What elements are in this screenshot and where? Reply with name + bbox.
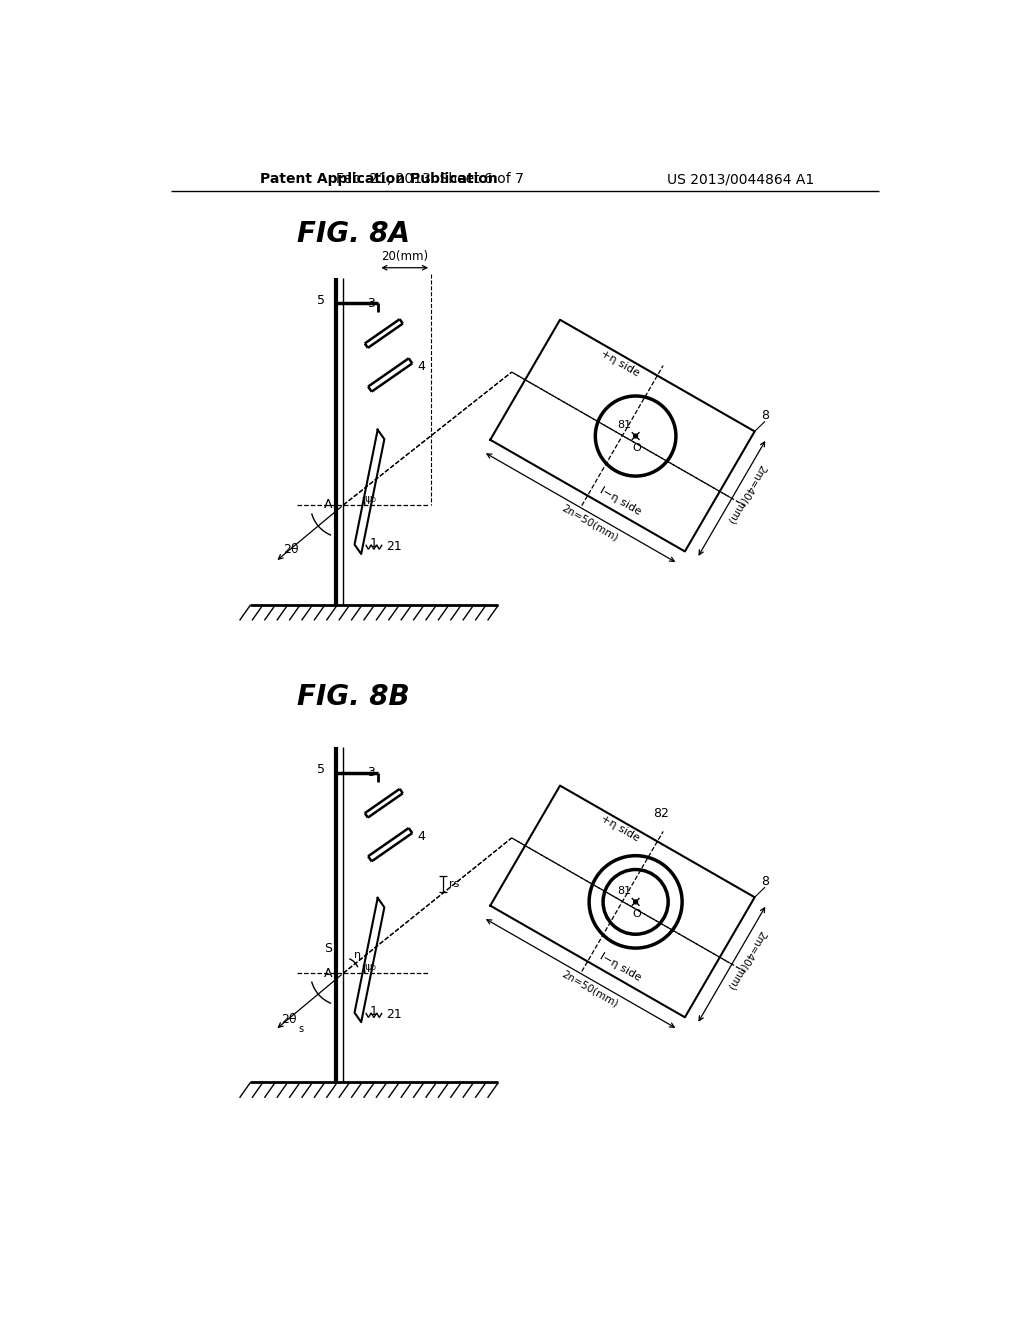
Text: 1: 1 [370,1005,378,1018]
Text: 81: 81 [617,886,632,896]
Text: 1: 1 [370,537,378,550]
Text: rs: rs [449,879,459,888]
Text: 81: 81 [617,420,632,430]
Text: ψ₀: ψ₀ [365,494,377,504]
Circle shape [634,900,638,904]
Text: 21: 21 [386,540,401,553]
Text: s: s [298,1024,303,1034]
Text: 2θ: 2θ [283,543,299,556]
Text: 21: 21 [386,1008,401,1020]
Text: +η side: +η side [599,814,641,843]
Text: FIG. 8B: FIG. 8B [297,684,410,711]
Text: 2n=50(mm): 2n=50(mm) [560,969,620,1008]
Text: Feb. 21, 2013  Sheet 6 of 7: Feb. 21, 2013 Sheet 6 of 7 [336,172,524,186]
Text: +η side: +η side [599,348,641,378]
Text: 4: 4 [417,360,425,372]
Text: 2m=40(mm): 2m=40(mm) [726,929,768,991]
Text: 20(mm): 20(mm) [381,251,428,264]
Text: 4: 4 [417,829,425,842]
Text: A: A [325,966,333,979]
Text: A: A [325,499,333,511]
Circle shape [634,434,638,438]
Text: Patent Application Publication: Patent Application Publication [260,172,498,186]
Text: ψ₀: ψ₀ [365,962,377,972]
Text: S: S [325,942,333,954]
Text: 82: 82 [652,808,669,821]
Text: US 2013/0044864 A1: US 2013/0044864 A1 [667,172,814,186]
Text: η: η [354,949,361,960]
Text: 5: 5 [316,763,325,776]
Text: 8: 8 [761,409,769,421]
Text: 8: 8 [761,875,769,887]
Text: O: O [633,909,642,919]
Text: 2θ: 2θ [282,1012,297,1026]
Text: 5: 5 [316,293,325,306]
Text: l−η side: l−η side [598,950,643,982]
Text: 2m=40(mm): 2m=40(mm) [726,463,768,525]
Text: 3: 3 [368,297,375,310]
Text: O: O [633,444,642,453]
Text: FIG. 8A: FIG. 8A [297,220,410,248]
Text: 3: 3 [368,767,375,779]
Text: 2n=50(mm): 2n=50(mm) [560,503,620,544]
Text: l−η side: l−η side [598,486,643,517]
